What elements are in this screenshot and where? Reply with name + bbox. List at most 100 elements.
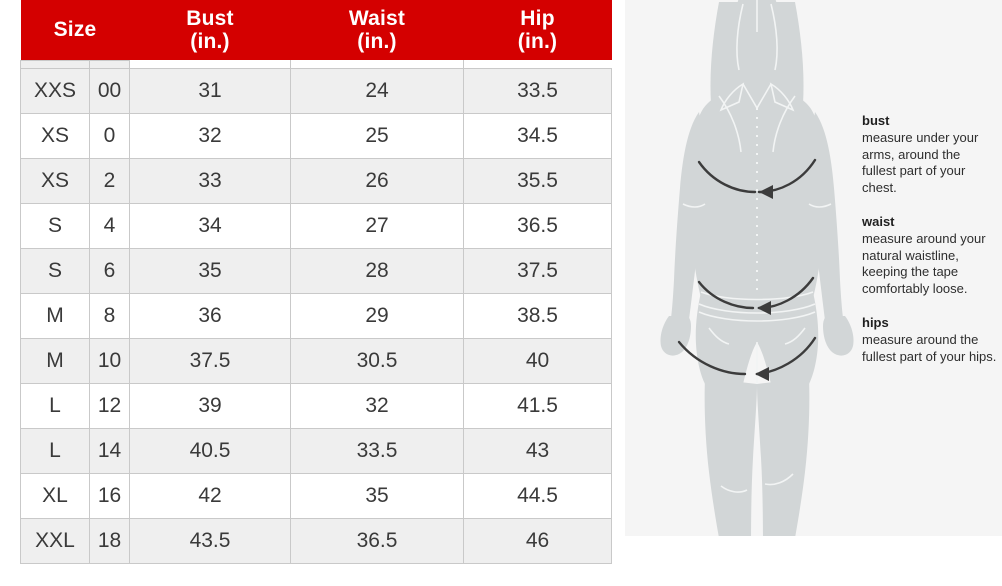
cell-bust: 36	[129, 292, 292, 339]
table-row: XS 2 33 26 35.5	[20, 157, 613, 204]
column-header-hip-line1: Hip	[520, 7, 555, 30]
cell-hip: 41.5	[463, 382, 613, 429]
column-header-waist: Waist (in.)	[290, 0, 464, 60]
waist-arrowhead	[757, 301, 771, 315]
female-figure-svg	[660, 0, 854, 536]
hip-arrowhead	[755, 367, 769, 381]
measurement-guide-panel: bust measure under your arms, around the…	[625, 0, 1002, 536]
column-header-hip: Hip (in.)	[463, 0, 612, 60]
cell-size-number: 00	[88, 67, 131, 114]
cell-waist: 25	[290, 112, 465, 159]
table-row: L 12 39 32 41.5	[20, 382, 613, 429]
cell-hip: 37.5	[463, 247, 613, 294]
cell-waist: 26	[290, 157, 465, 204]
cell-size-number: 14	[88, 427, 131, 474]
note-hips-title: hips	[862, 315, 889, 330]
cell-size: XL	[20, 472, 90, 519]
cell-size-number: 10	[88, 337, 131, 384]
cell-hip: 35.5	[463, 157, 613, 204]
cell-hip: 38.5	[463, 292, 613, 339]
partial-row-above	[20, 59, 612, 69]
partial-cell-5	[463, 60, 612, 68]
cell-hip: 46	[463, 517, 613, 564]
table-row: XXS 00 31 24 33.5	[20, 67, 613, 114]
cell-bust: 42	[129, 472, 292, 519]
cell-size: L	[20, 427, 90, 474]
table-row: XL 16 42 35 44.5	[20, 472, 613, 519]
cell-bust: 43.5	[129, 517, 292, 564]
table-row: XXL 18 43.5 36.5 46	[20, 517, 613, 564]
measurement-arrowheads	[755, 185, 773, 381]
cell-waist: 28	[290, 247, 465, 294]
cell-size: S	[20, 247, 90, 294]
cell-hip: 33.5	[463, 67, 613, 114]
cell-waist: 30.5	[290, 337, 465, 384]
cell-size-number: 4	[88, 202, 131, 249]
table-row: S 6 35 28 37.5	[20, 247, 613, 294]
table-row: M 10 37.5 30.5 40	[20, 337, 613, 384]
cell-size: M	[20, 337, 90, 384]
note-waist-body: measure around your natural waistline, k…	[862, 231, 986, 296]
cell-waist: 35	[290, 472, 465, 519]
cell-hip: 44.5	[463, 472, 613, 519]
note-bust-body: measure under your arms, around the full…	[862, 130, 979, 195]
cell-size-number: 6	[88, 247, 131, 294]
cell-size: S	[20, 202, 90, 249]
size-table-panel: Size Bust (in.) Waist (in.) Hip (in.)	[20, 0, 613, 568]
column-header-waist-line1: Waist	[348, 7, 406, 30]
cell-size: L	[20, 382, 90, 429]
table-header: Size Bust (in.) Waist (in.) Hip (in.)	[20, 0, 612, 60]
cell-bust: 34	[129, 202, 292, 249]
cell-size: XXS	[20, 67, 90, 114]
column-header-waist-unit: (in.)	[357, 30, 397, 53]
waist-arrow-left	[697, 280, 755, 310]
cell-bust: 32	[129, 112, 292, 159]
table-body: XXS 00 31 24 33.5 XS 0 32 25 34.5 XS 2 33 26 35.5 S 4 34 2…	[20, 67, 613, 564]
note-waist: waist measure around your natural waistl…	[862, 213, 997, 297]
cell-bust: 31	[129, 67, 292, 114]
partial-cell-2	[88, 59, 131, 69]
cell-bust: 40.5	[129, 427, 292, 474]
cell-bust: 33	[129, 157, 292, 204]
partial-cell-4	[290, 60, 465, 68]
body-figure-illustration	[647, 0, 867, 536]
bust-arrow-left	[697, 160, 757, 194]
cell-hip: 43	[463, 427, 613, 474]
hip-arrow-left	[677, 340, 747, 376]
partial-cell-1	[20, 59, 90, 69]
column-header-bust: Bust (in.)	[129, 0, 291, 60]
cell-bust: 39	[129, 382, 292, 429]
cell-bust: 35	[129, 247, 292, 294]
table-row: S 4 34 27 36.5	[20, 202, 613, 249]
column-header-hip-unit: (in.)	[517, 30, 558, 53]
note-bust-title: bust	[862, 113, 890, 128]
cell-size: XS	[20, 157, 90, 204]
column-header-bust-unit: (in.)	[190, 30, 230, 53]
header-row: Size Bust (in.) Waist (in.) Hip (in.)	[20, 0, 612, 60]
cell-hip: 40	[463, 337, 613, 384]
cell-waist: 36.5	[290, 517, 465, 564]
partial-cell-3	[129, 60, 292, 69]
cell-size-number: 2	[88, 157, 131, 204]
cell-bust: 37.5	[129, 337, 292, 384]
table-row: L 14 40.5 33.5 43	[20, 427, 613, 474]
cell-size-number: 8	[88, 292, 131, 339]
cell-size: XS	[20, 112, 90, 159]
note-hips: hips measure around the fullest part of …	[862, 314, 997, 365]
column-header-size-line1: Size	[53, 18, 97, 42]
cell-size: XXL	[20, 517, 90, 564]
size-table: Size Bust (in.) Waist (in.) Hip (in.)	[20, 0, 613, 564]
cell-size-number: 12	[88, 382, 131, 429]
bust-arrowhead	[759, 185, 773, 199]
cell-size-number: 16	[88, 472, 131, 519]
column-header-bust-line1: Bust	[186, 7, 234, 30]
cell-hip: 36.5	[463, 202, 613, 249]
note-hips-body: measure around the fullest part of your …	[862, 332, 997, 364]
table-row: M 8 36 29 38.5	[20, 292, 613, 339]
cell-size-number: 18	[88, 517, 131, 564]
column-header-size: Size	[20, 0, 130, 60]
table-row: XS 0 32 25 34.5	[20, 112, 613, 159]
cell-waist: 29	[290, 292, 465, 339]
cut-off-row-group	[20, 59, 612, 69]
